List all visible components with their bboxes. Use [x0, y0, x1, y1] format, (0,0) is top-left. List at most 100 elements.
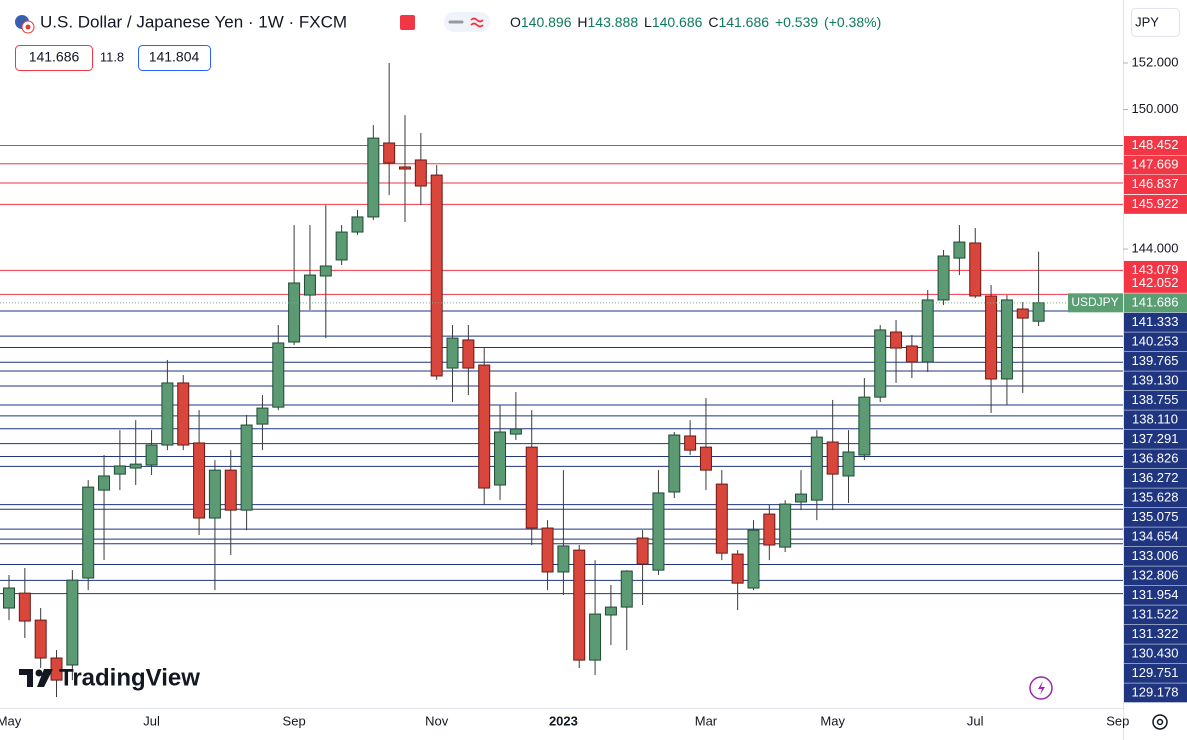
candle-body	[779, 503, 792, 548]
currency-label[interactable]: JPY	[1135, 14, 1159, 29]
candle-body	[747, 529, 760, 589]
change-pct: (+0.38%)	[824, 14, 881, 30]
level-label-bg	[1124, 546, 1187, 566]
candle-body	[82, 486, 95, 579]
candle-body	[636, 537, 649, 565]
level-label: 136.826	[1132, 450, 1179, 465]
level-label: 130.430	[1132, 645, 1179, 660]
symbol-label-bg	[1068, 293, 1123, 313]
candle-body	[509, 428, 522, 435]
overlay: 144.000 150.000 152.000 May Jul Sep Nov 2023 Mar…	[0, 54, 1187, 728]
x-tick-label: Mar	[695, 713, 718, 728]
tv-logo	[19, 669, 53, 687]
candle-body	[652, 492, 665, 571]
candle-body	[731, 553, 744, 584]
level-label: 133.006	[1132, 548, 1179, 563]
candle-body	[446, 337, 459, 369]
flag-jp-dot	[25, 24, 31, 30]
candle-body	[668, 434, 681, 493]
y-tick-label: 152.000	[1132, 54, 1179, 69]
candle-body	[478, 364, 491, 489]
lightning-icon	[1038, 681, 1045, 695]
level-label-bg	[1124, 507, 1187, 527]
candle-body	[272, 342, 285, 408]
candle-body	[351, 216, 364, 233]
candle-body	[573, 549, 586, 661]
x-tick-label: May	[0, 713, 22, 728]
x-tick-label: Jul	[143, 713, 160, 728]
level-label: 132.806	[1132, 567, 1179, 582]
ohlc-value: 140.686	[652, 14, 703, 30]
candle-body	[921, 299, 934, 363]
level-label-bg	[1124, 585, 1187, 605]
sell-button[interactable]	[15, 45, 93, 71]
candle-body	[810, 436, 823, 501]
level-label-bg	[1124, 663, 1187, 683]
level-label-bg	[1124, 410, 1187, 430]
candle-body	[494, 431, 507, 486]
level-label: 131.954	[1132, 587, 1179, 602]
spread: 11.8	[100, 49, 124, 64]
candle-body	[66, 579, 79, 666]
x-tick-label: May	[820, 713, 845, 728]
candle-body	[589, 613, 602, 661]
candle-body	[240, 424, 253, 511]
x-tick-label: Sep	[283, 713, 306, 728]
level-label: 129.751	[1132, 665, 1179, 680]
settings-icon	[1156, 718, 1164, 726]
y-tick-label: 144.000	[1132, 240, 1179, 255]
candle-body	[129, 463, 142, 469]
level-label: 141.333	[1132, 314, 1179, 329]
level-label: 140.253	[1132, 333, 1179, 348]
candle-body	[335, 231, 348, 261]
level-label-bg	[1124, 312, 1187, 332]
candle-body	[208, 469, 221, 519]
symbol-label: USDJPY	[1071, 295, 1118, 309]
candle-body	[462, 339, 475, 369]
change: +0.539	[775, 14, 818, 30]
level-label: 135.628	[1132, 489, 1179, 504]
candle-body	[842, 451, 855, 477]
level-label: 138.110	[1132, 411, 1178, 426]
candle-body	[763, 513, 776, 546]
x-tick-label: Jul	[967, 713, 984, 728]
plot-area	[0, 63, 1123, 698]
ask-price[interactable]: 141.804	[149, 49, 200, 65]
level-label-bg	[1124, 566, 1187, 586]
candle-body	[288, 282, 301, 343]
level-label-bg	[1124, 527, 1187, 547]
candle-body	[684, 435, 697, 451]
level-label: 146.837	[1132, 176, 1179, 191]
level-label-bg	[1124, 644, 1187, 664]
ohlc-value: 141.686	[718, 14, 769, 30]
level-label: 142.052	[1132, 275, 1179, 290]
level-label: 137.291	[1132, 431, 1179, 446]
level-label: 131.322	[1132, 626, 1179, 641]
candle-body	[34, 619, 47, 659]
bid-price[interactable]: 141.686	[29, 49, 80, 65]
candle-body	[177, 382, 190, 446]
logo-mark	[19, 669, 33, 687]
level-label: 145.922	[1132, 196, 1179, 211]
ohlc-label: O	[510, 14, 521, 30]
candle-body	[937, 255, 950, 301]
settings-button[interactable]	[1152, 714, 1168, 730]
level-label: 138.755	[1132, 392, 1179, 407]
level-label-bg	[1124, 449, 1187, 469]
level-label: 131.522	[1132, 606, 1179, 621]
market-status-icon[interactable]	[400, 15, 415, 30]
level-label-bg	[1124, 351, 1187, 371]
currency-select[interactable]	[1131, 8, 1180, 37]
candle-body	[890, 331, 903, 349]
candle-body	[525, 446, 538, 529]
level-label-bg	[1124, 429, 1187, 449]
symbol-title[interactable]: U.S. Dollar / Japanese Yen · 1W · FXCM	[40, 12, 347, 31]
candle-body	[414, 159, 427, 187]
candle-body	[1016, 308, 1029, 319]
candle-body	[541, 527, 554, 573]
candle-body	[430, 174, 443, 377]
buy-button[interactable]	[138, 45, 211, 71]
level-label-bg	[1124, 194, 1187, 214]
level-label-bg	[1124, 624, 1187, 644]
